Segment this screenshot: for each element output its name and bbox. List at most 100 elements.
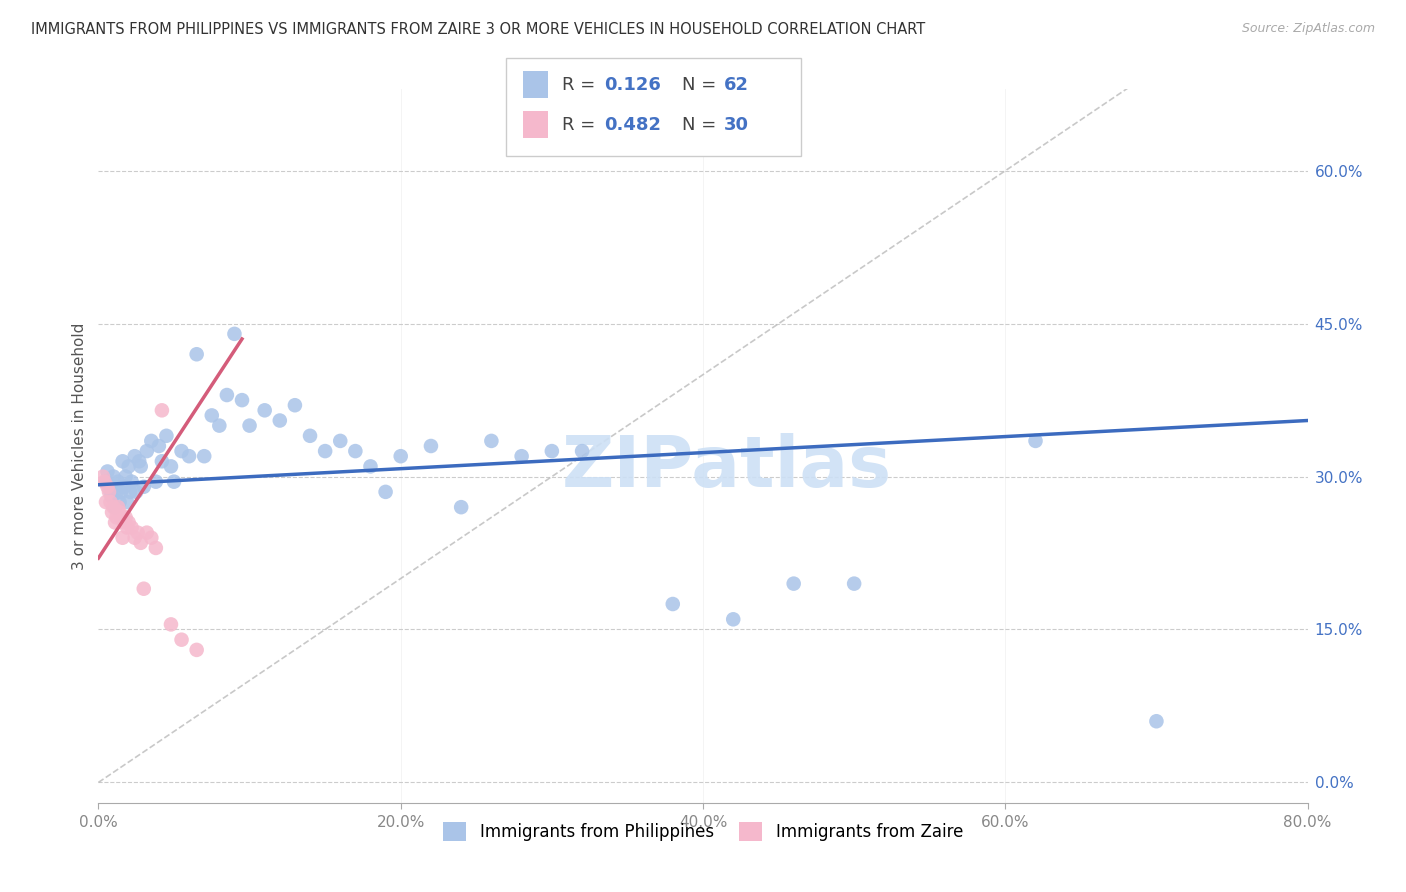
Point xyxy=(215,388,238,402)
Point xyxy=(91,469,114,483)
Point xyxy=(115,495,138,509)
Point xyxy=(100,495,122,509)
Point xyxy=(129,536,152,550)
Point xyxy=(299,429,322,443)
Point xyxy=(105,484,128,499)
Point xyxy=(96,465,118,479)
Point xyxy=(314,444,336,458)
Point xyxy=(135,444,157,458)
Point xyxy=(193,449,215,463)
Point xyxy=(155,429,177,443)
Point xyxy=(141,434,163,448)
Point xyxy=(103,469,125,483)
Point xyxy=(105,510,128,524)
Point xyxy=(239,418,262,433)
Point xyxy=(124,449,146,463)
Point xyxy=(110,510,132,524)
Text: R =: R = xyxy=(562,76,602,94)
Point xyxy=(132,582,155,596)
Point xyxy=(510,449,533,463)
Text: 30: 30 xyxy=(724,116,749,134)
Text: ZIPatlas: ZIPatlas xyxy=(562,433,893,502)
Point xyxy=(121,520,143,534)
Point xyxy=(121,475,143,489)
Point xyxy=(253,403,276,417)
Point xyxy=(115,520,138,534)
Point xyxy=(127,525,149,540)
Point xyxy=(118,516,141,530)
Text: IMMIGRANTS FROM PHILIPPINES VS IMMIGRANTS FROM ZAIRE 3 OR MORE VEHICLES IN HOUSE: IMMIGRANTS FROM PHILIPPINES VS IMMIGRANT… xyxy=(31,22,925,37)
Point xyxy=(125,484,148,499)
Point xyxy=(104,500,127,515)
Point xyxy=(107,475,129,489)
Text: 0.482: 0.482 xyxy=(605,116,662,134)
Point xyxy=(150,454,173,468)
Point xyxy=(103,500,125,515)
Point xyxy=(111,454,134,468)
Point xyxy=(94,495,117,509)
Point xyxy=(141,531,163,545)
Point xyxy=(110,484,132,499)
Point xyxy=(269,413,291,427)
Point xyxy=(148,439,170,453)
Point xyxy=(135,525,157,540)
Point xyxy=(150,403,173,417)
Point xyxy=(93,475,115,489)
Point xyxy=(94,475,117,489)
Legend: Immigrants from Philippines, Immigrants from Zaire: Immigrants from Philippines, Immigrants … xyxy=(436,815,970,848)
Point xyxy=(160,459,183,474)
Point xyxy=(186,347,208,361)
Point xyxy=(112,480,135,494)
Point xyxy=(1024,434,1046,448)
Point xyxy=(101,490,124,504)
Text: N =: N = xyxy=(682,76,721,94)
Text: R =: R = xyxy=(562,116,602,134)
Point xyxy=(124,531,146,545)
Text: 0.126: 0.126 xyxy=(605,76,661,94)
Point xyxy=(101,505,124,519)
Point xyxy=(128,454,150,468)
Point xyxy=(374,484,396,499)
Point xyxy=(344,444,367,458)
Point xyxy=(163,475,186,489)
Point xyxy=(186,643,208,657)
Point xyxy=(844,576,866,591)
Point xyxy=(132,480,155,494)
Point xyxy=(450,500,472,515)
Text: Source: ZipAtlas.com: Source: ZipAtlas.com xyxy=(1241,22,1375,36)
Point xyxy=(98,484,121,499)
Point xyxy=(661,597,683,611)
Point xyxy=(389,449,412,463)
Text: N =: N = xyxy=(682,116,721,134)
Point xyxy=(201,409,224,423)
Point xyxy=(571,444,593,458)
Point xyxy=(723,612,745,626)
Point xyxy=(114,469,136,483)
Point xyxy=(1144,714,1167,729)
Point xyxy=(160,617,183,632)
Point xyxy=(104,516,127,530)
Point xyxy=(120,484,142,499)
Point xyxy=(481,434,503,448)
Point xyxy=(129,459,152,474)
Text: 62: 62 xyxy=(724,76,749,94)
Point xyxy=(224,326,246,341)
Point xyxy=(170,632,193,647)
Point xyxy=(284,398,307,412)
Y-axis label: 3 or more Vehicles in Household: 3 or more Vehicles in Household xyxy=(72,322,87,570)
Point xyxy=(112,516,135,530)
Point xyxy=(96,480,118,494)
Point xyxy=(170,444,193,458)
Point xyxy=(208,418,231,433)
Point xyxy=(179,449,201,463)
Point xyxy=(231,393,253,408)
Point xyxy=(360,459,382,474)
Point xyxy=(118,459,141,474)
Point xyxy=(145,475,167,489)
Point xyxy=(111,531,134,545)
Point xyxy=(107,500,129,515)
Point xyxy=(108,495,131,509)
Point xyxy=(783,576,806,591)
Point xyxy=(420,439,443,453)
Point xyxy=(108,505,131,519)
